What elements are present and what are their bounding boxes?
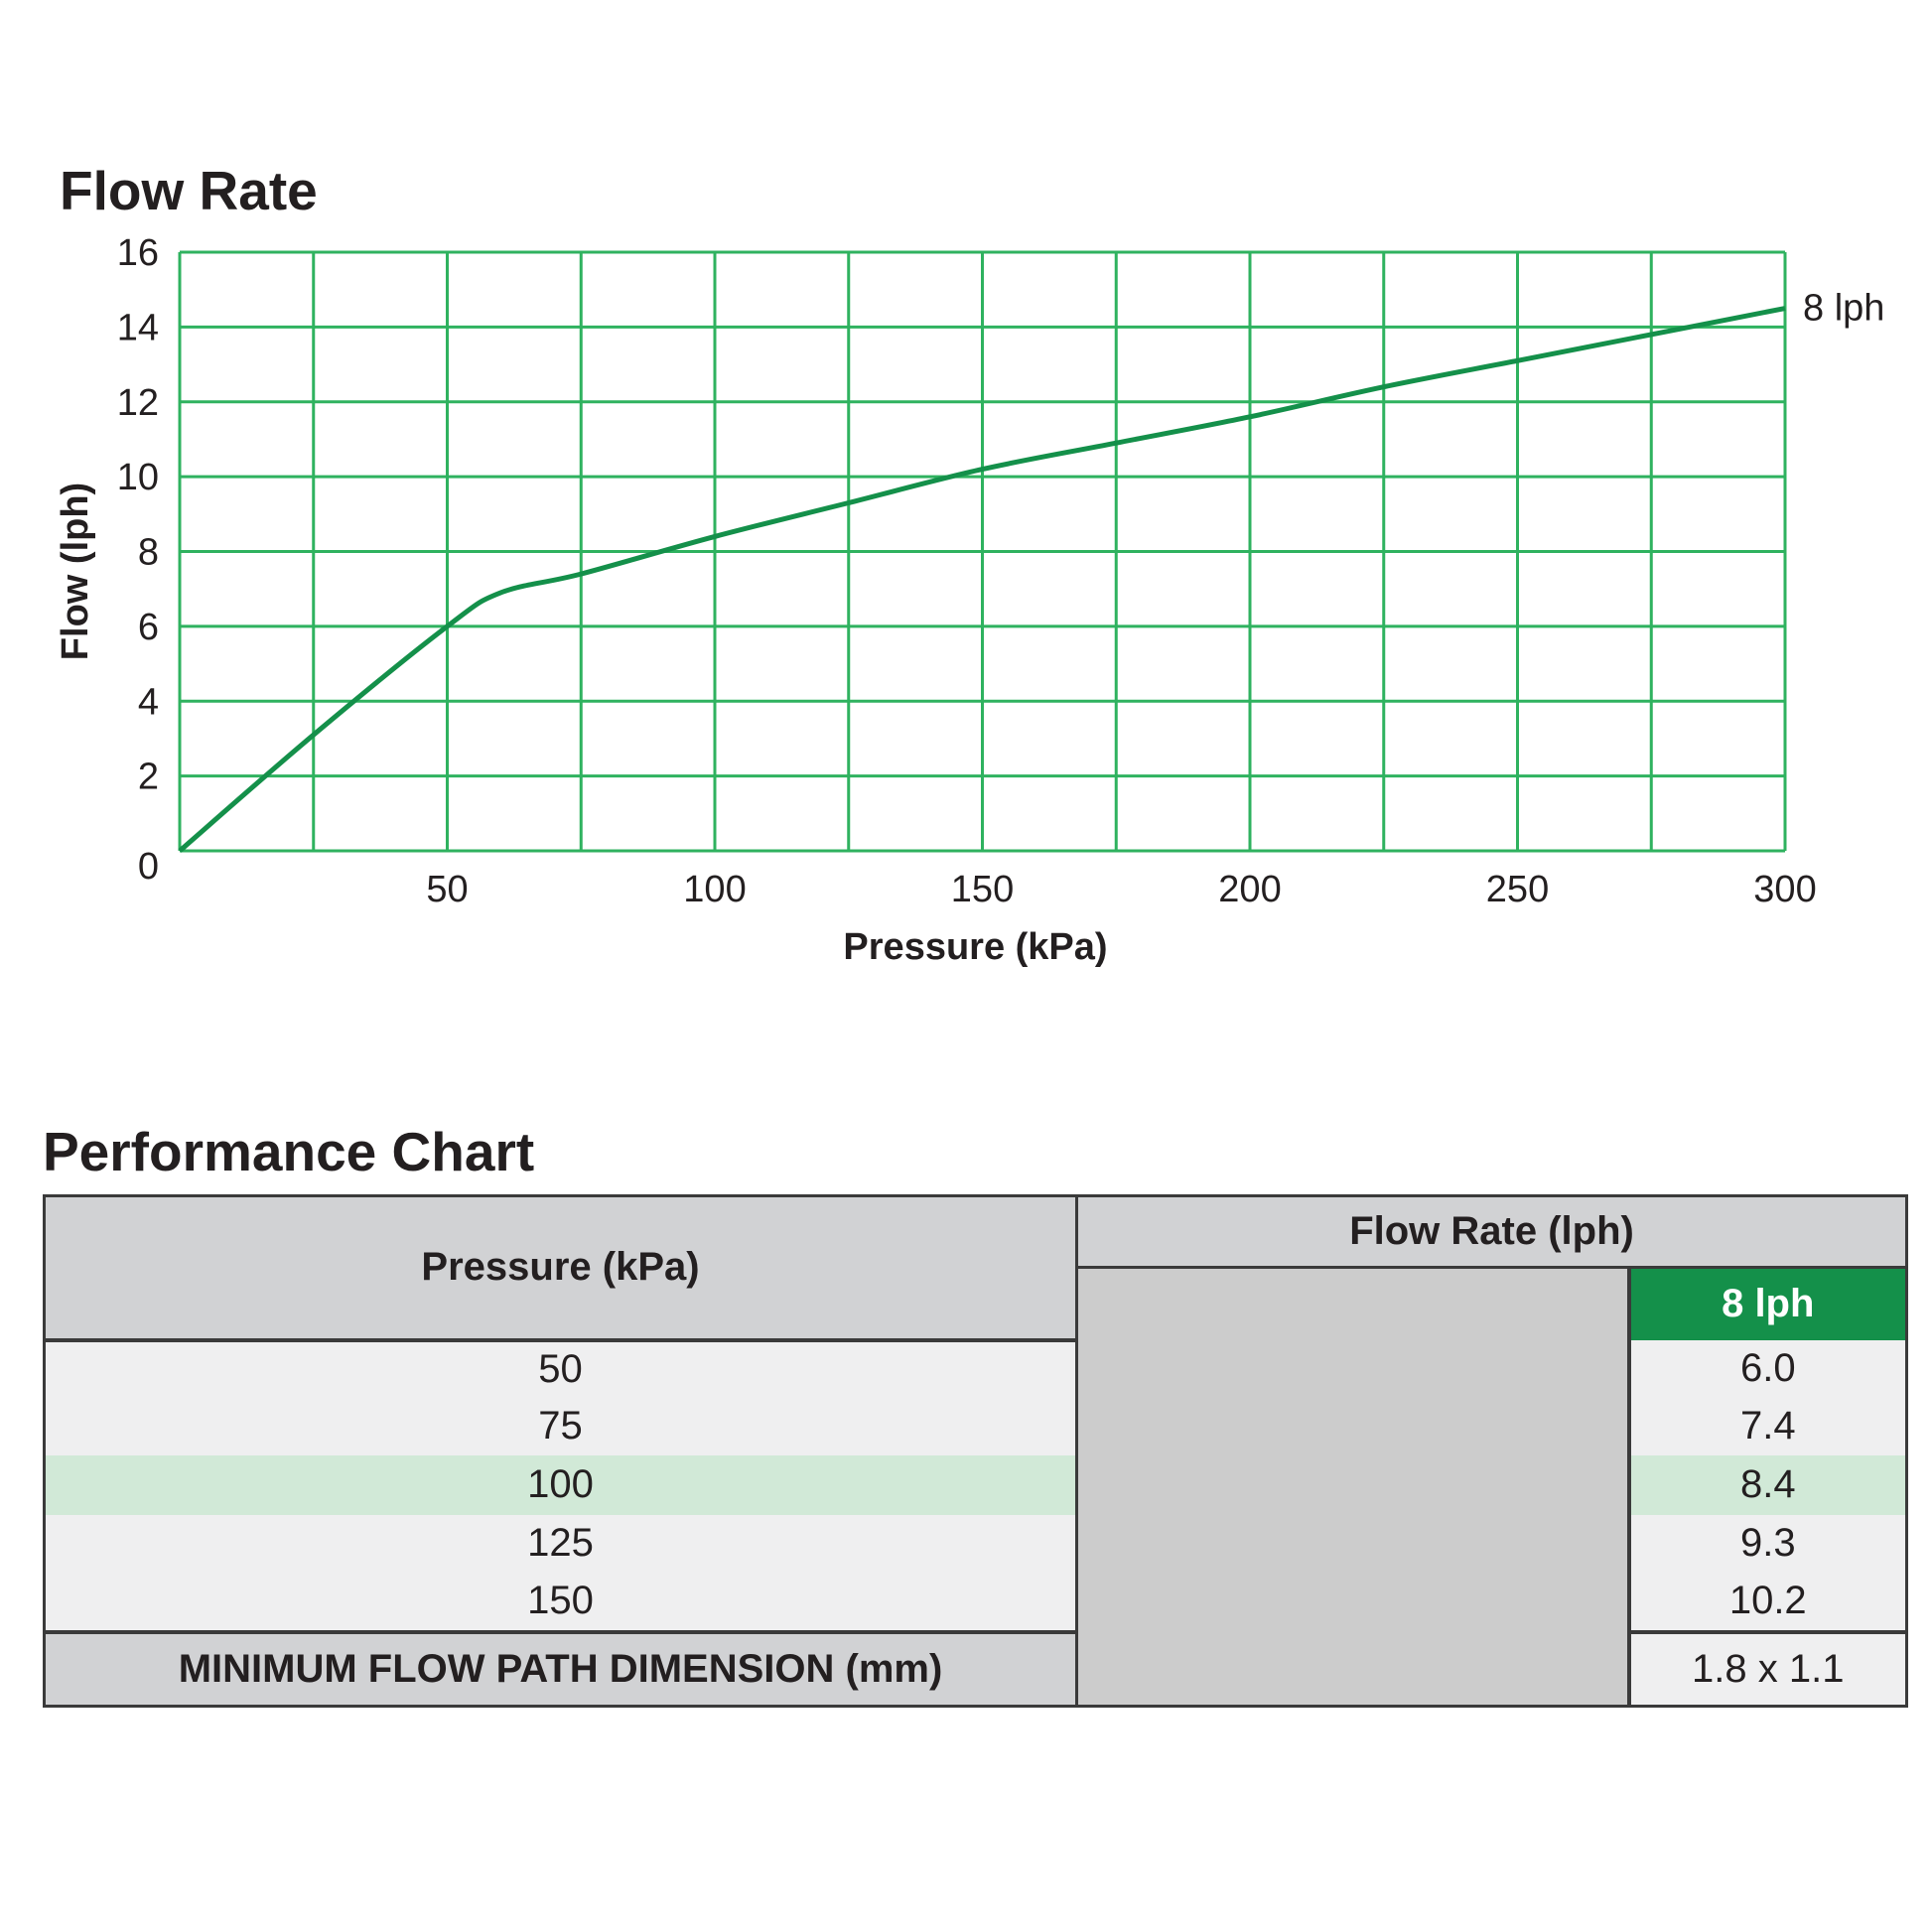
table-row: 75 7.4 bbox=[44, 1397, 1907, 1455]
y-tick-label: 6 bbox=[138, 607, 159, 648]
table-row: 50 6.0 bbox=[44, 1339, 1907, 1398]
y-axis-label: Flow (lph) bbox=[55, 483, 96, 660]
cell-pressure: 75 bbox=[44, 1397, 1077, 1455]
y-tick-label: 14 bbox=[117, 307, 159, 348]
y-tick-label: 8 bbox=[138, 532, 159, 574]
grid-layer bbox=[178, 250, 1787, 853]
x-tick-label: 250 bbox=[1486, 869, 1549, 910]
cell-flow: 8.4 bbox=[1626, 1454, 1907, 1515]
y-tick-label: 12 bbox=[117, 382, 159, 424]
y-tick-label: 0 bbox=[138, 846, 159, 888]
x-axis-label: Pressure (kPa) bbox=[843, 926, 1107, 968]
y-tick-label: 16 bbox=[117, 232, 159, 274]
x-tick-label: 200 bbox=[1218, 869, 1281, 910]
cell-pressure: 125 bbox=[44, 1514, 1077, 1573]
performance-table: Pressure (kPa) Flow Rate (lph) 8 lph 50 … bbox=[43, 1194, 1909, 1708]
header-model-8-lph: 8 lph bbox=[1626, 1267, 1907, 1340]
cell-pressure: 150 bbox=[44, 1572, 1077, 1632]
blank-column bbox=[1075, 1267, 1630, 1707]
performance-chart-title: Performance Chart bbox=[43, 1121, 535, 1182]
footer-row: MINIMUM FLOW PATH DIMENSION (mm) 1.8 x 1… bbox=[44, 1629, 1907, 1707]
table-row-highlighted: 100 8.4 bbox=[44, 1454, 1907, 1515]
x-tick-label: 300 bbox=[1753, 869, 1816, 910]
series-line-8-lph bbox=[178, 306, 1786, 853]
x-tick-label: 50 bbox=[426, 869, 468, 910]
cell-flow: 6.0 bbox=[1626, 1339, 1907, 1398]
footer-label: MINIMUM FLOW PATH DIMENSION (mm) bbox=[44, 1629, 1077, 1707]
cell-pressure: 50 bbox=[44, 1339, 1077, 1398]
x-tick-label: 100 bbox=[683, 869, 746, 910]
y-tick-label: 4 bbox=[138, 681, 159, 723]
cell-flow: 9.3 bbox=[1626, 1514, 1907, 1573]
y-tick-label: 2 bbox=[138, 757, 159, 798]
cell-pressure: 100 bbox=[44, 1454, 1077, 1515]
chart-title: Flow Rate bbox=[60, 160, 318, 221]
table-row: 125 9.3 bbox=[44, 1514, 1907, 1573]
table-row: 150 10.2 bbox=[44, 1572, 1907, 1632]
header-pressure: Pressure (kPa) bbox=[44, 1195, 1077, 1342]
x-tick-label: 150 bbox=[951, 869, 1014, 910]
footer-value: 1.8 x 1.1 bbox=[1626, 1629, 1907, 1707]
tick-layer: 0 2 4 6 8 10 12 14 16 50 100 150 200 250 300 bbox=[117, 232, 1817, 910]
cell-flow: 7.4 bbox=[1626, 1397, 1907, 1455]
cell-flow: 10.2 bbox=[1626, 1572, 1907, 1632]
y-tick-label: 10 bbox=[117, 457, 159, 498]
header-flow-rate: Flow Rate (lph) bbox=[1074, 1195, 1907, 1269]
series-label: 8 lph bbox=[1803, 288, 1884, 330]
flow-rate-chart: 0 2 4 6 8 10 12 14 16 50 100 150 200 250 300 8 lph Pre… bbox=[55, 232, 1884, 968]
